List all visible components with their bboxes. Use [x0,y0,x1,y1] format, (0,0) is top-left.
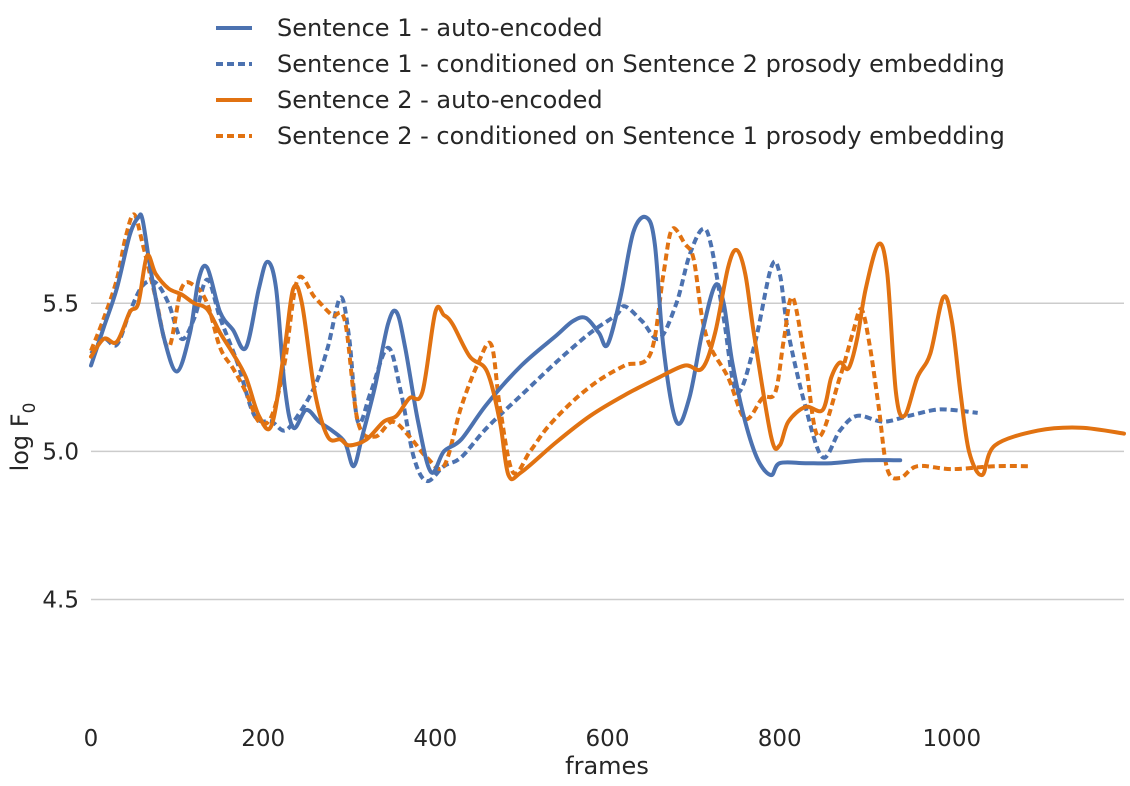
y-axis-label-main: log F [6,413,34,471]
series-line-3 [89,241,1126,482]
y-axis-label: log F0 [6,403,40,472]
y-tick-label: 5.5 [42,291,79,317]
legend-label: Sentence 2 - conditioned on Sentence 1 p… [277,122,1005,150]
series-line-4 [89,212,1030,481]
grid-lines [91,302,1124,601]
legend-label: Sentence 1 - conditioned on Sentence 2 p… [277,50,1005,78]
y-tick-labels: 4.5 5.0 5.5 [42,291,79,613]
legend-label: Sentence 1 - auto-encoded [277,14,603,42]
x-tick-label: 200 [241,726,285,752]
series-line-2 [89,226,978,484]
x-tick-label: 0 [84,726,99,752]
x-tick-label: 600 [586,726,630,752]
x-tick-label: 1000 [923,726,982,752]
series-lines [89,212,1126,484]
x-axis-label: frames [565,752,649,780]
x-tick-label: 800 [758,726,802,752]
y-axis-label-subscript: 0 [20,403,40,414]
legend-label: Sentence 2 - auto-encoded [277,86,603,114]
legend: Sentence 1 - auto-encoded Sentence 1 - co… [216,14,1005,150]
y-tick-label: 5.0 [42,439,79,465]
y-tick-label: 4.5 [42,587,79,613]
x-tick-label: 400 [413,726,457,752]
x-tick-labels: 0 200 400 600 800 1000 [84,726,981,752]
series-line-1 [89,212,903,478]
